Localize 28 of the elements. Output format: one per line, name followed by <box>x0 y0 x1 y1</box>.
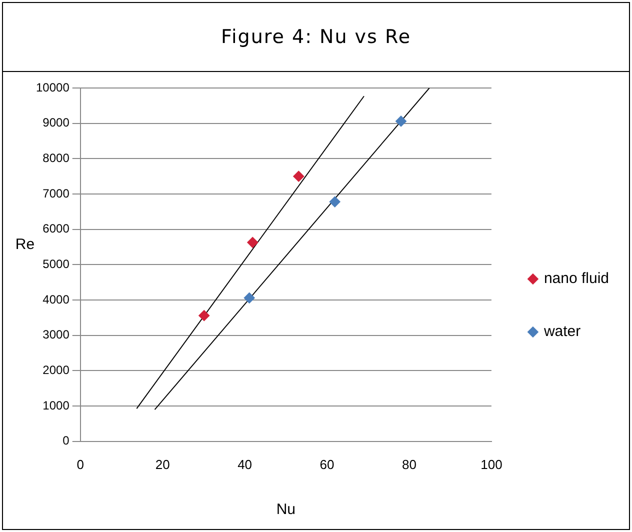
y-tick-label: 9000 <box>42 116 70 130</box>
x-tick-label: 80 <box>402 456 416 472</box>
y-tick-label: 1000 <box>42 398 70 412</box>
y-tick-label: 3000 <box>42 328 70 342</box>
point <box>247 236 258 248</box>
point <box>244 292 255 304</box>
x-axis-title: Nu <box>276 501 296 518</box>
legend-label: water <box>542 323 581 340</box>
y-tick-label: 4000 <box>42 292 70 306</box>
legend-label: nano fluid <box>544 270 610 288</box>
x-tick-label: 20 <box>155 456 170 472</box>
x-tick-label: 0 <box>76 456 84 472</box>
y-tick-label: 2000 <box>42 363 70 378</box>
y-tick-label: 7000 <box>42 186 70 200</box>
y-tick-label: 10000 <box>36 80 70 94</box>
y-tick-label: 6000 <box>42 222 70 236</box>
x-tick-label: 100 <box>480 456 502 472</box>
x-tick-label: 40 <box>238 456 252 472</box>
point <box>329 196 340 208</box>
point <box>396 116 407 127</box>
x-tick-label: 60 <box>320 456 334 472</box>
point <box>293 170 304 182</box>
y-tick-label: 8000 <box>42 150 70 165</box>
point <box>198 310 210 322</box>
y-tick-label: 0 <box>62 434 70 448</box>
y-axis-title: Re <box>15 236 35 253</box>
y-tick-label: 5000 <box>42 257 70 272</box>
chart-title: Figure 4: Nu vs Re <box>3 3 629 72</box>
